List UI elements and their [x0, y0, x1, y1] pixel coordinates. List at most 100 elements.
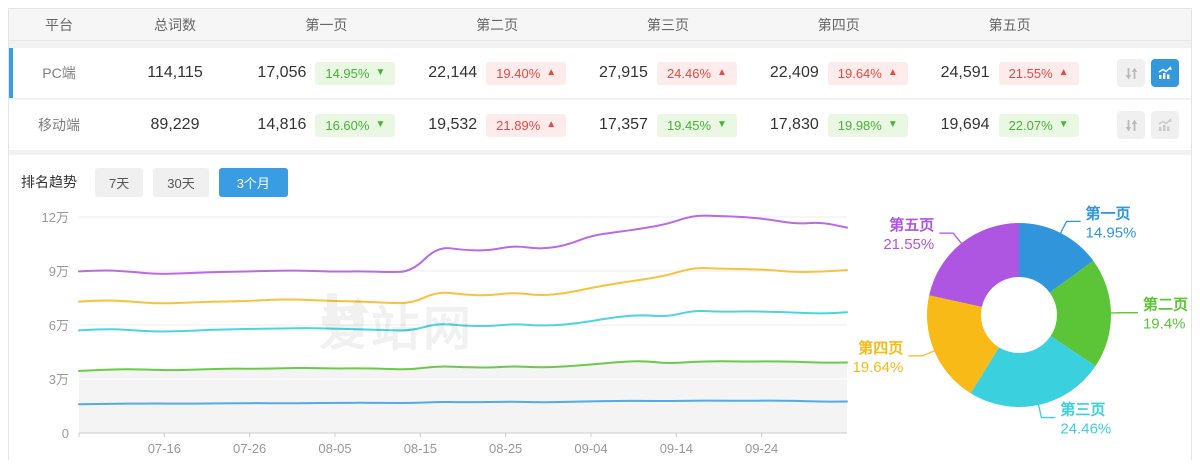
- table-row-pc[interactable]: PC端 114,115 17,056 14.95% ▼ 22,144 19.40%…: [9, 48, 1191, 98]
- page3-cell: 27,915 24.46% ▲: [583, 61, 754, 85]
- rank-trend-line-chart[interactable]: 0 3万 6万 9万 12万 07-16 07-26 08-05 08-15 08-25 09-04…: [9, 197, 861, 459]
- total-words: 89,229: [150, 116, 200, 133]
- change-arrow-icon: ▼: [375, 119, 386, 130]
- change-arrow-icon: ▲: [1058, 67, 1069, 78]
- svg-text:19.64%: 19.64%: [852, 359, 903, 376]
- page-value: 22,409: [769, 64, 819, 81]
- col-page2: 第二页: [476, 16, 519, 33]
- platform-label: PC端: [42, 65, 76, 81]
- svg-text:0: 0: [62, 426, 69, 441]
- svg-text:12万: 12万: [42, 210, 69, 225]
- page5-cell: 19,694 22.07% ▼: [924, 113, 1095, 137]
- change-arrow-icon: ▲: [717, 67, 727, 78]
- svg-text:08-05: 08-05: [318, 441, 351, 456]
- change-badge: 19.98% ▼: [827, 113, 908, 137]
- change-badge: 21.55% ▲: [998, 61, 1079, 85]
- page-value: 17,830: [769, 116, 819, 133]
- svg-text:6万: 6万: [49, 318, 69, 333]
- change-badge: 19.40% ▲: [486, 61, 567, 85]
- sort-arrows-button[interactable]: [1117, 59, 1145, 87]
- page1-cell: 17,056 14.95% ▼: [241, 61, 412, 85]
- svg-text:21.55%: 21.55%: [883, 236, 934, 253]
- svg-text:第二页: 第二页: [1143, 296, 1188, 314]
- page3-cell: 17,357 19.45% ▼: [583, 113, 754, 137]
- trend-header: 排名趋势 7天 30天 3个月: [9, 155, 1191, 197]
- page2-cell: 22,144 19.40% ▲: [412, 61, 583, 85]
- change-badge: 21.89% ▲: [486, 113, 567, 137]
- svg-text:08-15: 08-15: [404, 441, 437, 456]
- svg-text:24.46%: 24.46%: [1060, 421, 1111, 438]
- charts-area: 0 3万 6万 9万 12万 07-16 07-26 08-05 08-15 08-25 09-04…: [9, 197, 1191, 459]
- svg-text:09-24: 09-24: [745, 441, 778, 456]
- page-share-donut-chart[interactable]: 第一页 14.95% 第二页 19.4% 第三页 24.46% 第四页 19.64% 第五页 21…: [852, 197, 1193, 459]
- page4-cell: 22,409 19.64% ▲: [753, 61, 924, 85]
- col-platform: 平台: [45, 16, 73, 33]
- trend-title: 排名趋势: [21, 174, 77, 190]
- svg-text:第四页: 第四页: [858, 339, 903, 357]
- page1-cell: 14,816 16.60% ▼: [241, 113, 412, 137]
- page-value: 19,532: [428, 116, 478, 133]
- svg-text:08-25: 08-25: [489, 441, 522, 456]
- page-value: 19,694: [940, 116, 990, 133]
- change-badge: 19.45% ▼: [656, 113, 737, 137]
- col-page1: 第一页: [305, 16, 348, 33]
- tab-7days[interactable]: 7天: [95, 167, 144, 197]
- table-row-mobile[interactable]: 移动端 89,229 14,816 16.60% ▼ 19,532 21.89% ▲…: [9, 100, 1191, 150]
- change-arrow-icon: ▼: [1058, 119, 1069, 130]
- row-actions: [1095, 111, 1191, 139]
- page-value: 17,357: [599, 116, 648, 133]
- change-arrow-icon: ▼: [375, 67, 386, 78]
- trend-chart-button[interactable]: [1151, 111, 1179, 139]
- col-page4: 第四页: [817, 16, 860, 33]
- range-tabs: 7天 30天 3个月: [95, 167, 288, 197]
- change-badge: 14.95% ▼: [315, 61, 396, 85]
- svg-text:07-16: 07-16: [148, 441, 181, 456]
- col-page5: 第五页: [988, 16, 1031, 33]
- divider: [9, 41, 1191, 48]
- svg-text:09-04: 09-04: [574, 441, 607, 456]
- change-arrow-icon: ▲: [887, 67, 898, 78]
- svg-text:09-14: 09-14: [660, 441, 693, 456]
- rank-card: 平台 总词数 第一页 第二页 第三页 第四页 第五页 PC端 114,115 1…: [8, 8, 1192, 460]
- trend-chart-button[interactable]: [1151, 59, 1179, 87]
- change-arrow-icon: ▼: [717, 119, 727, 130]
- change-badge: 22.07% ▼: [998, 113, 1079, 137]
- sort-arrows-icon: [1125, 67, 1137, 79]
- page-value: 24,591: [940, 64, 990, 81]
- change-arrow-icon: ▲: [546, 119, 557, 130]
- page-value: 17,056: [257, 64, 307, 81]
- svg-text:14.95%: 14.95%: [1086, 224, 1137, 241]
- svg-text:第一页: 第一页: [1086, 204, 1131, 222]
- change-badge: 16.60% ▼: [315, 113, 396, 137]
- svg-text:9万: 9万: [49, 264, 69, 279]
- svg-text:第五页: 第五页: [889, 216, 934, 234]
- page5-cell: 24,591 21.55% ▲: [924, 61, 1095, 85]
- svg-text:3万: 3万: [49, 372, 69, 387]
- svg-text:19.4%: 19.4%: [1143, 316, 1186, 333]
- tab-3months[interactable]: 3个月: [218, 167, 288, 197]
- col-page3: 第三页: [646, 16, 689, 33]
- page4-cell: 17,830 19.98% ▼: [753, 113, 924, 137]
- change-badge: 19.64% ▲: [827, 61, 908, 85]
- page2-cell: 19,532 21.89% ▲: [412, 113, 583, 137]
- page-value: 22,144: [428, 64, 478, 81]
- sort-arrows-button[interactable]: [1117, 111, 1145, 139]
- col-total: 总词数: [154, 16, 196, 33]
- tab-30days[interactable]: 30天: [153, 167, 209, 197]
- row-actions: [1095, 59, 1191, 87]
- svg-text:07-26: 07-26: [233, 441, 266, 456]
- total-words: 114,115: [147, 64, 203, 81]
- svg-text:第三页: 第三页: [1060, 401, 1105, 419]
- rank-trend-section: 排名趋势 7天 30天 3个月 0 3万 6万 9万 12万 07-16 07-26 08-0…: [9, 155, 1191, 460]
- platform-label: 移动端: [38, 117, 80, 133]
- table-header: 平台 总词数 第一页 第二页 第三页 第四页 第五页: [9, 9, 1191, 41]
- change-arrow-icon: ▲: [546, 67, 557, 78]
- trend-chart-icon: [1158, 66, 1172, 79]
- change-arrow-icon: ▼: [887, 119, 898, 130]
- change-badge: 24.46% ▲: [656, 61, 737, 85]
- page-value: 27,915: [599, 64, 648, 81]
- sort-arrows-icon: [1125, 119, 1137, 131]
- page-value: 14,816: [257, 116, 307, 133]
- trend-chart-icon: [1158, 118, 1172, 131]
